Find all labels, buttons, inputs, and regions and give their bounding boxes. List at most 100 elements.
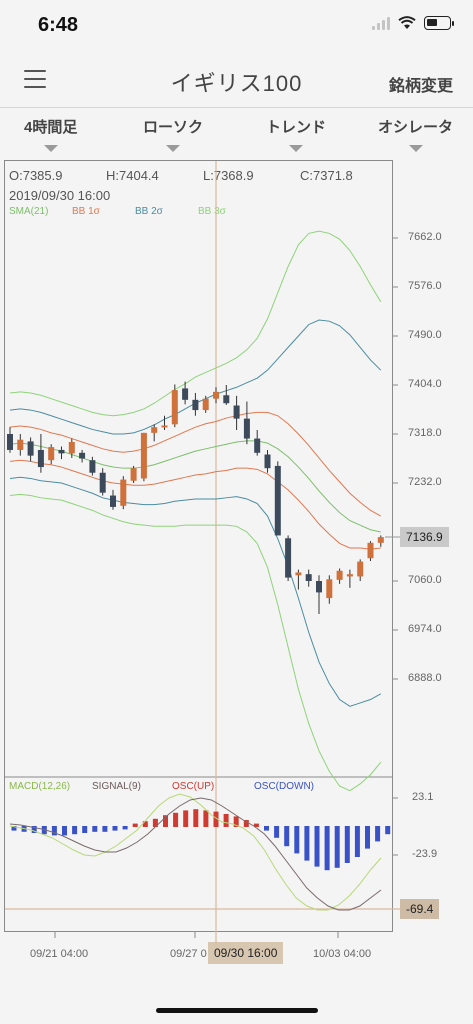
osc-bar — [112, 826, 118, 831]
home-indicator — [156, 1008, 318, 1013]
close-value: C:7371.8 — [300, 168, 353, 183]
candle-body — [223, 395, 230, 404]
osc-bar — [334, 826, 340, 868]
candle-body — [7, 434, 13, 450]
oscillator-dropdown[interactable]: オシレータ — [378, 116, 453, 152]
osc-bar — [354, 826, 360, 857]
osc-bar — [203, 810, 209, 827]
time-tick: 09/21 04:00 — [30, 948, 89, 960]
trend-dropdown[interactable]: トレンド — [266, 116, 326, 152]
osc-bar — [163, 815, 168, 827]
osc-bar — [243, 820, 249, 827]
osc-bar — [314, 826, 320, 867]
osc-bar — [274, 826, 280, 838]
time-tick: 09/27 0 — [170, 948, 207, 960]
price-tick: 6974.0 — [408, 623, 442, 635]
macd-tick: -23.9 — [412, 848, 438, 860]
candle-body — [120, 479, 127, 506]
chart-type-label: ローソク — [143, 119, 204, 136]
candle-body — [274, 465, 281, 536]
osc-bar — [324, 826, 330, 871]
osc-bar — [82, 826, 88, 833]
candle-body — [254, 438, 261, 453]
bb3-upper-line — [9, 230, 382, 417]
change-symbol-button[interactable]: 銘柄変更 — [388, 78, 453, 95]
timeframe-label: 4時間足 — [24, 119, 78, 136]
osc-bar — [132, 823, 138, 827]
osc-bar — [264, 826, 269, 831]
chevron-down-icon — [408, 145, 423, 152]
candle-body — [233, 405, 240, 419]
timeframe-dropdown[interactable]: 4時間足 — [24, 116, 77, 152]
bb2-lower-line — [9, 476, 382, 707]
osc-bar — [51, 826, 57, 836]
chart-toolbar: 4時間足 ローソク トレンド オシレータ — [0, 108, 473, 158]
candle-body — [285, 538, 292, 578]
candle-body — [243, 418, 250, 439]
osc-bar — [173, 812, 179, 827]
chevron-down-icon — [289, 145, 303, 152]
candle-body — [89, 460, 96, 473]
chart-type-dropdown[interactable]: ローソク — [143, 116, 203, 152]
status-bar: 6:48 — [0, 0, 473, 52]
legend-signal: SIGNAL(9) — [92, 781, 141, 792]
osc-bar — [365, 826, 370, 849]
candle-body — [110, 495, 116, 507]
macd-current-tag: -69.4 — [400, 899, 440, 919]
candle-body — [99, 472, 106, 493]
candle-body — [336, 570, 343, 580]
price-tick: 7232.0 — [408, 476, 442, 488]
price-tick: 7576.0 — [408, 280, 442, 292]
osc-bar — [304, 826, 310, 861]
signal-line — [9, 797, 382, 911]
candle-body — [357, 561, 364, 577]
wifi-icon — [398, 16, 416, 29]
osc-bar — [284, 826, 290, 847]
candle-body — [79, 452, 86, 459]
candle-body — [346, 574, 353, 577]
bb1-upper-line — [9, 411, 382, 517]
osc-bar — [72, 826, 78, 835]
candle-body — [192, 399, 199, 411]
candle-body — [161, 425, 168, 428]
osc-bar — [62, 826, 67, 836]
macd-line — [9, 793, 382, 911]
osc-bar — [294, 826, 300, 854]
candle-body — [264, 454, 271, 469]
candle-body — [37, 449, 44, 468]
candle-body — [316, 581, 322, 593]
osc-bar — [233, 816, 239, 827]
candle-body — [48, 447, 55, 461]
legend-osc-up: OSC(UP) — [172, 781, 215, 792]
battery-icon — [424, 16, 454, 30]
legend-macd: MACD(12,26) — [9, 781, 71, 792]
candle-body — [182, 388, 189, 400]
osc-bar — [344, 826, 350, 863]
open-value: O:7385.9 — [9, 168, 63, 183]
osc-bar — [152, 818, 158, 827]
osc-bar — [385, 826, 391, 835]
candle-body — [58, 449, 65, 454]
menu-icon[interactable] — [24, 70, 46, 88]
price-tick: 7060.0 — [408, 574, 442, 586]
candle-body — [171, 390, 178, 425]
candle-body — [367, 542, 374, 559]
osc-bar — [122, 826, 128, 830]
legend-sma: SMA(21) — [9, 206, 49, 217]
legend-bb1: BB 1σ — [72, 206, 100, 217]
status-time: 6:48 — [38, 14, 79, 36]
cellular-signal-icon — [372, 16, 390, 30]
candle-body — [140, 432, 147, 479]
sma-line — [9, 440, 381, 533]
candle-body — [295, 572, 302, 576]
candle-body — [326, 579, 333, 599]
osc-bar — [142, 821, 148, 827]
legend-osc-down: OSC(DOWN) — [254, 781, 314, 792]
candle-body — [202, 398, 209, 411]
candle-datetime: 2019/09/30 16:00 — [9, 188, 111, 203]
price-tick: 6888.0 — [408, 672, 442, 684]
osc-bar — [183, 810, 189, 827]
candle-body — [27, 441, 34, 456]
cursor-time-tag: 09/30 16:00 — [208, 942, 284, 964]
candle-body — [151, 427, 158, 433]
